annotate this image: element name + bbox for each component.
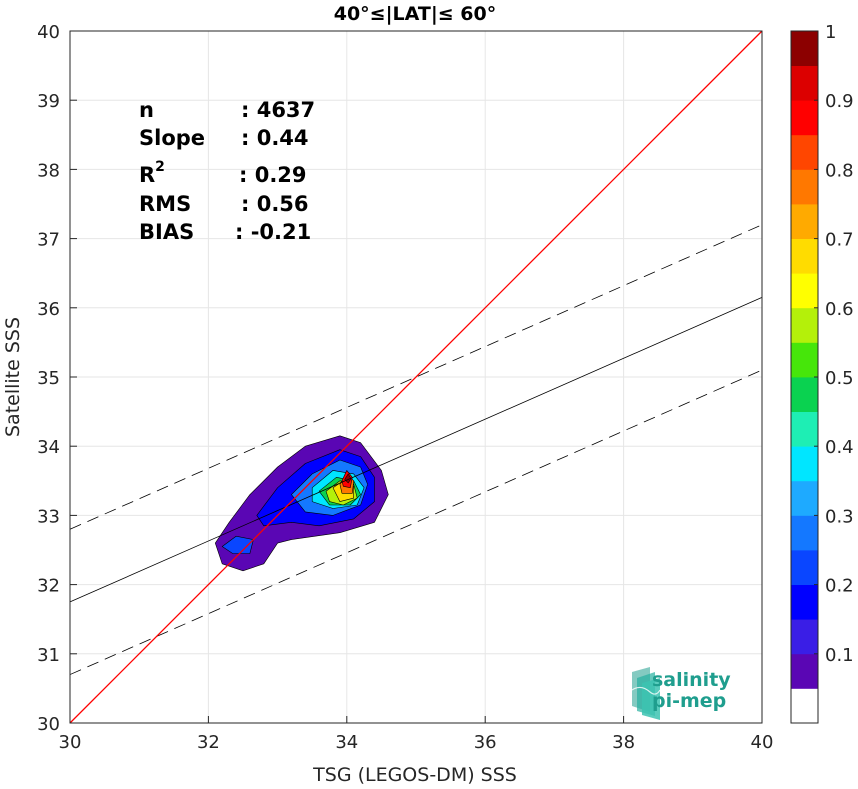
- y-tick-label-1: 31: [37, 645, 60, 666]
- colorbar-tick-label-0: 0.1: [825, 645, 854, 666]
- y-axis-label: Satellite SSS: [2, 317, 24, 437]
- colorbar-segment-1: [791, 653, 818, 689]
- stat-bias-label: BIAS: [139, 220, 194, 244]
- fit-bound-line-1: [69, 369, 763, 675]
- density-contour-secondary: [221, 535, 254, 554]
- colorbar-tick-label-2: 0.3: [825, 506, 854, 527]
- colorbar-tick-label-8: 0.9: [825, 91, 854, 112]
- stat-r2-superscript: 2: [155, 159, 165, 175]
- colorbar: [791, 31, 818, 724]
- colorbar-segment-10: [791, 342, 818, 378]
- colorbar-segment-2: [791, 619, 818, 655]
- y-tick-label-9: 39: [37, 91, 60, 112]
- colorbar-ticks: 0.1 0.2 0.3 0.4 0.5 0.6 0.7 0.8 0.9 1: [814, 22, 854, 666]
- colorbar-tick-label-9: 1: [825, 22, 836, 43]
- salinity-pi-mep-logo: salinity pi-mep: [631, 667, 731, 720]
- y-axis-ticks: 30 31 32 33 34 35 36 37 38 39 40: [37, 22, 77, 735]
- y-tick-label-8: 38: [37, 160, 60, 181]
- stat-rms-label: RMS: [139, 192, 191, 216]
- colorbar-segment-6: [791, 480, 818, 516]
- wave-stack-icon: [631, 667, 661, 720]
- stat-r2-label: R2: [139, 159, 165, 187]
- logo-text-salinity: salinity: [652, 669, 731, 691]
- colorbar-tick-label-7: 0.8: [825, 160, 854, 181]
- colorbar-tick-label-1: 0.2: [825, 576, 854, 597]
- colorbar-segment-4: [791, 550, 818, 585]
- y-tick-label-2: 32: [37, 576, 60, 597]
- y-tick-label-4: 34: [37, 437, 60, 458]
- fit-line: [69, 297, 763, 603]
- stat-rms-value: : 0.56: [241, 192, 309, 216]
- y-tick-label-7: 37: [37, 230, 60, 251]
- stat-n-value: : 4637: [241, 98, 315, 122]
- x-tick-label-1: 32: [197, 732, 220, 753]
- x-tick-label-4: 38: [612, 732, 635, 753]
- y-tick-label-10: 40: [37, 22, 60, 43]
- colorbar-segment-19: [791, 31, 818, 66]
- colorbar-segment-0: [791, 688, 818, 724]
- colorbar-segment-8: [791, 411, 818, 447]
- density-contours: [215, 435, 389, 572]
- colorbar-segment-16: [791, 134, 818, 170]
- y-tick-label-6: 36: [37, 299, 60, 320]
- x-axis-label: TSG (LEGOS-DM) SSS: [312, 764, 517, 786]
- stat-r2-value: : 0.29: [239, 163, 307, 187]
- colorbar-segment-7: [791, 446, 818, 482]
- fit-bound-line-0: [69, 224, 763, 530]
- colorbar-frame: [790, 30, 819, 724]
- colorbar-segment-9: [791, 377, 818, 412]
- identity-line: [69, 30, 763, 724]
- colorbar-segment-11: [791, 307, 818, 343]
- x-tick-label-5: 40: [751, 732, 774, 753]
- colorbar-segment-15: [791, 169, 818, 205]
- y-tick-label-0: 30: [37, 714, 60, 735]
- regression-lines: [69, 30, 763, 724]
- colorbar-tick-label-3: 0.4: [825, 437, 854, 458]
- colorbar-tick-label-6: 0.7: [825, 230, 854, 251]
- x-tick-label-2: 34: [335, 732, 358, 753]
- x-tick-label-0: 30: [59, 732, 82, 753]
- colorbar-segment-3: [791, 584, 818, 620]
- y-tick-label-5: 35: [37, 368, 60, 389]
- colorbar-segment-14: [791, 204, 818, 239]
- stat-r2-base: R: [139, 163, 155, 187]
- y-tick-label-3: 33: [37, 506, 60, 527]
- colorbar-segment-13: [791, 238, 818, 274]
- x-tick-label-3: 36: [474, 732, 497, 753]
- colorbar-segment-18: [791, 65, 818, 101]
- stats-box: n : 4637 Slope : 0.44 R2 : 0.29 RMS : 0.…: [139, 98, 315, 244]
- logo-text-pi-mep: pi-mep: [652, 690, 726, 712]
- colorbar-segment-12: [791, 273, 818, 309]
- colorbar-segment-5: [791, 515, 818, 551]
- colorbar-segment-17: [791, 100, 818, 136]
- chart-title: 40°≤|LAT|≤ 60°: [334, 3, 497, 25]
- stat-bias-value: : -0.21: [235, 220, 311, 244]
- x-axis-ticks: 30 32 34 36 38 40: [59, 716, 774, 753]
- colorbar-tick-label-5: 0.6: [825, 299, 854, 320]
- stat-n-label: n: [139, 98, 154, 122]
- colorbar-tick-label-4: 0.5: [825, 368, 854, 389]
- stat-slope-label: Slope: [139, 126, 205, 150]
- stat-slope-value: : 0.44: [241, 126, 309, 150]
